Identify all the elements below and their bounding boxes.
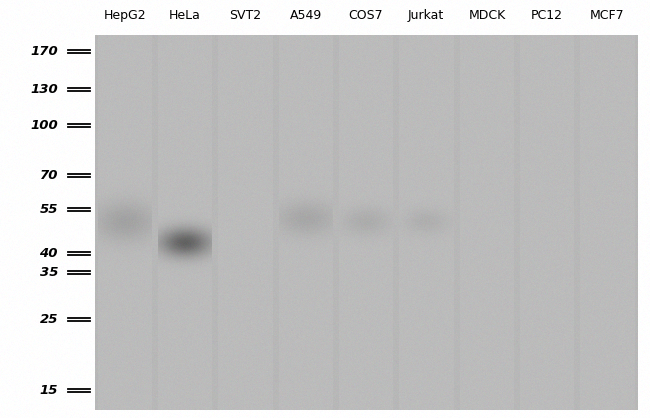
Text: HepG2: HepG2: [104, 9, 146, 22]
Text: 55: 55: [40, 203, 58, 216]
Text: SVT2: SVT2: [229, 9, 261, 22]
Text: MDCK: MDCK: [469, 9, 506, 22]
Text: 15: 15: [40, 384, 58, 397]
Text: 25: 25: [40, 313, 58, 326]
Text: 35: 35: [40, 266, 58, 279]
Text: A549: A549: [290, 9, 322, 22]
Text: COS7: COS7: [348, 9, 384, 22]
Text: MCF7: MCF7: [590, 9, 624, 22]
Text: 130: 130: [31, 83, 58, 96]
Text: 100: 100: [31, 119, 58, 132]
Text: 170: 170: [31, 45, 58, 58]
Text: Jurkat: Jurkat: [408, 9, 444, 22]
Text: PC12: PC12: [531, 9, 563, 22]
Text: HeLa: HeLa: [169, 9, 201, 22]
Text: 40: 40: [40, 247, 58, 260]
Text: 70: 70: [40, 169, 58, 182]
